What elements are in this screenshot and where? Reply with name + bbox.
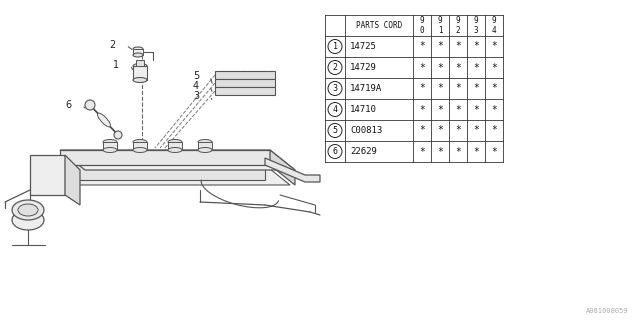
Text: A081000059: A081000059	[586, 308, 628, 314]
Ellipse shape	[18, 204, 38, 216]
Text: *: *	[473, 42, 479, 52]
Text: *: *	[473, 84, 479, 93]
Ellipse shape	[12, 200, 44, 220]
Text: *: *	[437, 84, 443, 93]
Ellipse shape	[97, 113, 111, 127]
Polygon shape	[133, 49, 143, 55]
Polygon shape	[45, 165, 265, 180]
Bar	[215, 79, 275, 87]
Polygon shape	[30, 155, 65, 195]
Ellipse shape	[133, 47, 143, 51]
Text: *: *	[491, 62, 497, 73]
Text: 1: 1	[113, 60, 119, 70]
Text: *: *	[455, 84, 461, 93]
Polygon shape	[103, 142, 117, 150]
Ellipse shape	[103, 148, 117, 153]
Text: 14710: 14710	[350, 105, 377, 114]
Text: 6: 6	[333, 147, 337, 156]
Text: 2: 2	[109, 40, 115, 50]
Text: *: *	[455, 147, 461, 156]
Bar	[215, 87, 275, 95]
Polygon shape	[133, 66, 147, 80]
Text: 2: 2	[333, 63, 337, 72]
Text: 5: 5	[333, 126, 337, 135]
Text: *: *	[419, 147, 425, 156]
Text: PARTS CORD: PARTS CORD	[356, 21, 402, 30]
Polygon shape	[60, 150, 270, 165]
Text: *: *	[473, 105, 479, 115]
Text: *: *	[455, 62, 461, 73]
Text: *: *	[491, 125, 497, 135]
Ellipse shape	[168, 148, 182, 153]
Text: C00813: C00813	[350, 126, 382, 135]
Bar	[215, 71, 275, 79]
Polygon shape	[65, 155, 80, 205]
Ellipse shape	[168, 140, 182, 145]
Polygon shape	[168, 142, 182, 150]
Polygon shape	[133, 142, 147, 150]
Text: 9
1: 9 1	[438, 16, 442, 35]
Text: *: *	[455, 125, 461, 135]
Ellipse shape	[198, 140, 212, 145]
Text: 4: 4	[333, 105, 337, 114]
Polygon shape	[60, 150, 295, 170]
Text: 3: 3	[333, 84, 337, 93]
Text: 22629: 22629	[350, 147, 377, 156]
Polygon shape	[198, 142, 212, 150]
Text: *: *	[419, 105, 425, 115]
Circle shape	[114, 131, 122, 139]
Text: *: *	[473, 62, 479, 73]
Text: *: *	[437, 42, 443, 52]
Text: *: *	[455, 42, 461, 52]
Text: 4: 4	[193, 81, 199, 91]
Ellipse shape	[133, 53, 143, 57]
Text: 5: 5	[193, 71, 199, 81]
Text: *: *	[473, 125, 479, 135]
Text: *: *	[491, 84, 497, 93]
Polygon shape	[270, 150, 295, 185]
Text: *: *	[491, 147, 497, 156]
Ellipse shape	[133, 140, 147, 145]
Text: *: *	[437, 105, 443, 115]
Ellipse shape	[198, 148, 212, 153]
Ellipse shape	[12, 210, 44, 230]
Text: *: *	[419, 62, 425, 73]
Text: 9
3: 9 3	[474, 16, 478, 35]
Text: 6: 6	[65, 100, 71, 110]
Text: *: *	[491, 105, 497, 115]
Text: *: *	[437, 147, 443, 156]
Text: 14725: 14725	[350, 42, 377, 51]
Text: *: *	[419, 42, 425, 52]
Ellipse shape	[103, 140, 117, 145]
Text: 1: 1	[333, 42, 337, 51]
Text: *: *	[455, 105, 461, 115]
Circle shape	[85, 100, 95, 110]
Ellipse shape	[133, 63, 147, 68]
Text: *: *	[473, 147, 479, 156]
Text: 14719A: 14719A	[350, 84, 382, 93]
Text: *: *	[419, 125, 425, 135]
Text: *: *	[491, 42, 497, 52]
Text: 14729: 14729	[350, 63, 377, 72]
Text: 3: 3	[193, 91, 199, 101]
Text: *: *	[419, 84, 425, 93]
Polygon shape	[265, 158, 320, 182]
Ellipse shape	[133, 77, 147, 83]
Polygon shape	[45, 165, 290, 185]
Ellipse shape	[133, 148, 147, 153]
Text: 9
4: 9 4	[492, 16, 496, 35]
Text: *: *	[437, 62, 443, 73]
Text: *: *	[437, 125, 443, 135]
Polygon shape	[136, 60, 144, 66]
Text: 9
2: 9 2	[456, 16, 460, 35]
Text: 9
0: 9 0	[420, 16, 424, 35]
